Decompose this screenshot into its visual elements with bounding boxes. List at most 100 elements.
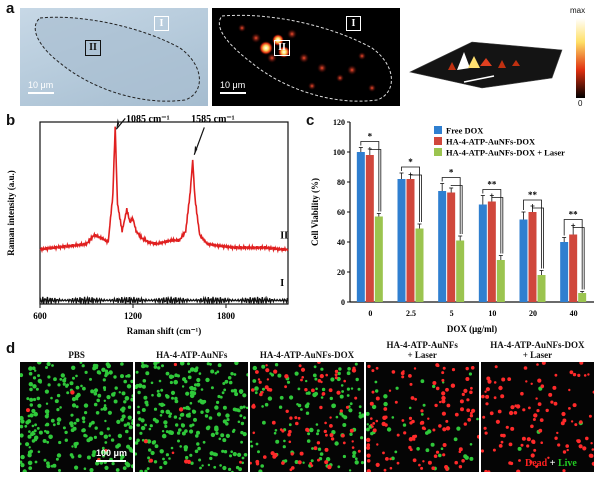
significance-mark: **: [528, 190, 538, 200]
panel-d-label-2: HA-4-ATP-AuNFs: [156, 350, 228, 360]
raman-hotspots: [218, 14, 392, 102]
legend-swatch-0: [434, 126, 442, 134]
peak-1-arrowhead: [116, 118, 120, 130]
bar-0: [560, 242, 569, 302]
bar-1: [569, 234, 578, 302]
panel-d-label-1: PBS: [68, 350, 85, 360]
dead-live-legend: Dead + Live: [525, 458, 577, 469]
significance-bracket-outer: [482, 189, 502, 254]
significance-bracket-outer: [563, 219, 583, 290]
bar-0: [397, 179, 406, 302]
significance-bracket-inner: [369, 147, 382, 212]
scale-bar-d: [96, 460, 126, 462]
raman-spectrum-chart: 600 1200 1800 Raman shift (cm⁻¹) Raman inten…: [6, 114, 289, 336]
significance-mark: *: [408, 157, 413, 167]
bar-1: [528, 212, 537, 302]
bar-0: [438, 191, 447, 302]
bar-category-label: 2.5: [406, 309, 416, 318]
significance-bracket-outer: [401, 166, 420, 222]
scale-bar-a1: [28, 92, 54, 94]
scale-label-a1: 10 μm: [28, 80, 54, 90]
significance-bracket-inner: [450, 185, 463, 234]
bar-1: [406, 179, 415, 302]
live-dead-image-5: [480, 362, 594, 472]
bar-2: [578, 293, 587, 302]
legend-label-0: Free DOX: [446, 126, 484, 136]
cell-dots: [365, 363, 479, 472]
live-word: Live: [557, 458, 577, 469]
3d-surface-image: [402, 22, 570, 90]
cell-dots: [250, 362, 364, 472]
panel-d-letter: d: [6, 340, 16, 357]
live-dead-image-3: [250, 362, 364, 472]
significance-mark: **: [487, 180, 497, 190]
panel-d-label-5: + Laser: [522, 350, 553, 360]
bar-category-label: 20: [529, 309, 537, 318]
cell-dots: [20, 362, 134, 472]
bar-1: [447, 192, 456, 302]
raman-map-image: I II 10 μm: [212, 8, 400, 106]
cell-dots: [480, 362, 594, 472]
roi-II-box: II: [85, 40, 101, 56]
bar-2: [456, 240, 465, 302]
raman-xtick-label: 1200: [124, 311, 143, 321]
bar-ytick-label: 120: [333, 118, 345, 127]
bar-ytick-label: 20: [337, 268, 345, 277]
panel-a-letter: a: [6, 0, 15, 17]
bar-ylabel: Cell Viability (%): [310, 178, 320, 246]
live-dead-image-1: [20, 362, 134, 472]
significance-bracket-outer: [441, 177, 461, 234]
bar-category-label: 40: [570, 309, 578, 318]
significance-bracket-inner: [532, 204, 544, 269]
bar-2: [496, 260, 505, 302]
bar-2: [537, 275, 546, 302]
bar-1: [487, 201, 496, 302]
bar-ytick-label: 80: [337, 178, 345, 187]
dead-word: Dead: [525, 458, 548, 469]
raman-xtick-label: 1800: [217, 311, 236, 321]
legend-label-1: HA-4-ATP-AuNFs-DOX: [446, 137, 536, 147]
peak-2-label: 1585 cm⁻¹: [191, 114, 235, 125]
raman-plot-frame: [39, 121, 289, 305]
bar-category-label: 5: [450, 309, 454, 318]
cell-dots: [135, 362, 249, 472]
significance-bracket-outer: [360, 141, 380, 212]
legend-swatch-1: [434, 137, 442, 145]
legend-label-2: HA-4-ATP-AuNFs-DOX + Laser: [446, 148, 565, 158]
roi-II-box-map: II: [274, 40, 290, 56]
panel-d-label-4: + Laser: [407, 350, 437, 360]
bar-0: [478, 204, 487, 302]
bar-ytick-label: 40: [337, 238, 345, 247]
brightfield-image: I II 10 μm: [20, 8, 208, 106]
significance-bracket-inner: [572, 223, 585, 290]
scale-bar-a2: [220, 92, 246, 94]
bar-2: [415, 228, 424, 302]
bar-0: [519, 219, 528, 302]
significance-mark: *: [449, 168, 454, 178]
raman-curve-II: [39, 126, 289, 254]
bar-1: [365, 155, 374, 302]
raman-curve-I: [39, 295, 289, 306]
bar-ytick-label: 0: [341, 298, 345, 307]
significance-mark: **: [569, 210, 579, 220]
raman-ylabel: Raman intensity (a.u.): [6, 170, 16, 256]
roi-I-box: I: [154, 16, 169, 31]
curve-I-label: I: [280, 278, 284, 289]
peak-1-arrow: [115, 117, 126, 130]
significance-bracket-outer: [523, 199, 542, 269]
significance-bracket-inner: [491, 193, 504, 254]
panel-d-label-4: HA-4-ATP-AuNFs: [386, 340, 458, 350]
bar-0: [356, 152, 365, 302]
panel-c-letter: c: [306, 112, 315, 129]
panel-d-label-5: HA-4-ATP-AuNFs-DOX: [490, 340, 585, 350]
raman-xtick-label: 600: [33, 311, 47, 321]
peak-2-arrowhead: [194, 145, 198, 155]
scale-label-d: 100 μm: [96, 448, 128, 458]
roi-I-box-map: I: [346, 16, 361, 31]
colorbar: [576, 18, 585, 98]
live-dead-image-4: [365, 362, 479, 472]
peak-1-label: 1085 cm⁻¹: [126, 114, 170, 125]
plus-sign: +: [547, 458, 558, 469]
curve-II-label: II: [280, 230, 288, 241]
